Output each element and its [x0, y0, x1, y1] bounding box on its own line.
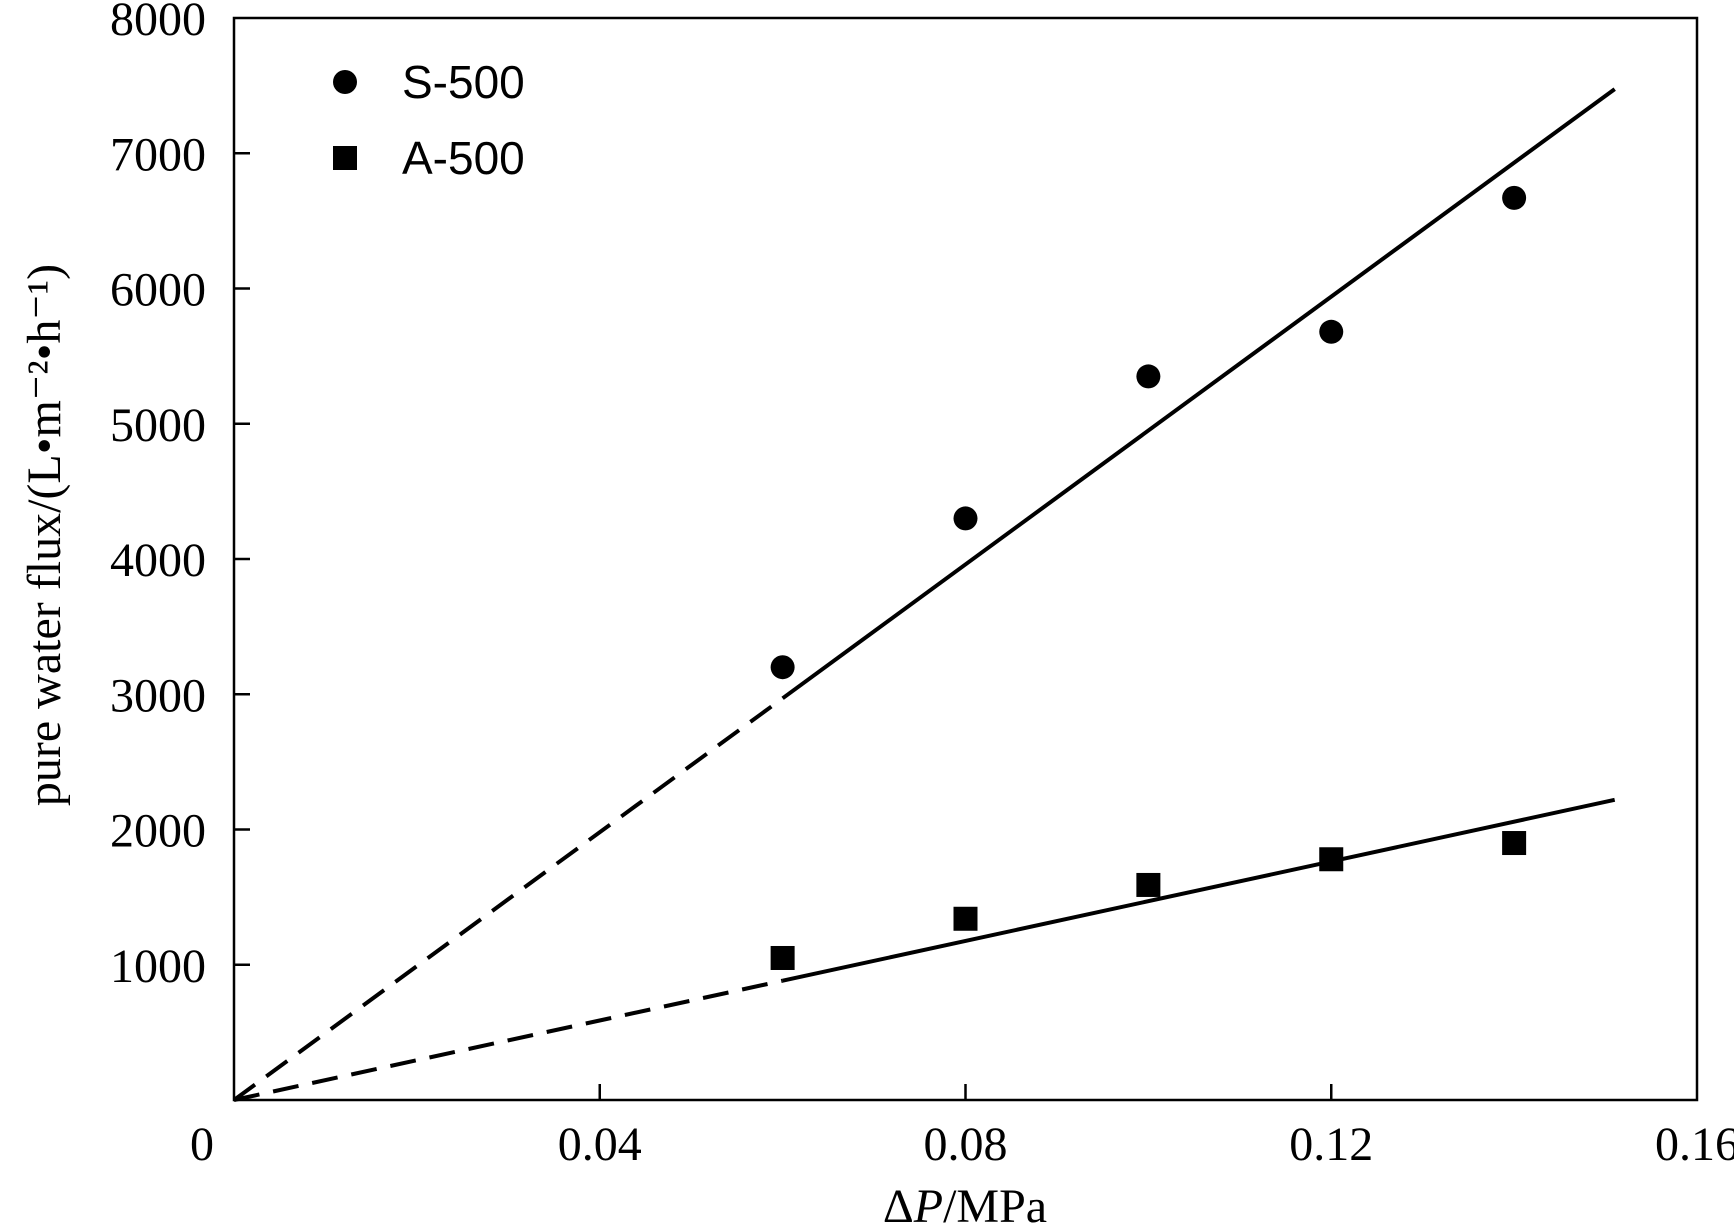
- y-tick-label: 7000: [110, 128, 206, 181]
- x-tick-label: 0: [190, 1118, 214, 1171]
- x-axis-title-delta: Δ: [883, 1180, 914, 1229]
- y-tick-label: 4000: [110, 534, 206, 587]
- fit-lines: [232, 87, 1616, 1102]
- x-axis-title-unit: /MPa: [943, 1180, 1047, 1229]
- data-point-square: [953, 906, 978, 931]
- data-point-circle: [953, 506, 978, 531]
- data-point-square: [1319, 847, 1344, 872]
- data-point-square: [1136, 872, 1161, 897]
- data-point-circle: [1319, 319, 1344, 344]
- x-axis-ticks: 0 0.04 0.08 0.12 0.16: [190, 1084, 1734, 1171]
- x-tick-label: 0.04: [558, 1118, 642, 1171]
- legend-marker-square: [333, 146, 357, 170]
- y-tick-label: 5000: [110, 399, 206, 452]
- data-point-circle: [770, 655, 795, 680]
- y-tick-label: 6000: [110, 264, 206, 317]
- fit-line-dashed: [232, 696, 784, 1102]
- fit-line-solid: [782, 797, 1616, 983]
- y-tick-label: 1000: [110, 940, 206, 993]
- x-tick-label: 0.08: [924, 1118, 1008, 1171]
- legend-marker-circle: [333, 70, 357, 94]
- fit-line-solid: [781, 87, 1616, 700]
- y-tick-label: 3000: [110, 669, 206, 722]
- fit-line-dashed: [233, 978, 784, 1102]
- data-point-circle: [1502, 185, 1527, 210]
- legend-label: S-500: [402, 56, 525, 108]
- data-points: [770, 185, 1527, 970]
- y-tick-label: 8000: [110, 0, 206, 46]
- legend: S-500 A-500: [333, 56, 525, 184]
- legend-label: A-500: [402, 132, 525, 184]
- data-point-circle: [1136, 364, 1161, 389]
- x-tick-label: 0.16: [1655, 1118, 1734, 1171]
- y-axis-ticks: 1000 2000 3000 4000 5000 6000 7000 8000: [110, 0, 250, 993]
- y-axis-title: pure water flux/(L•m⁻²•h⁻¹): [18, 264, 71, 806]
- x-tick-label: 0.12: [1289, 1118, 1373, 1171]
- x-axis-title: ΔP/MPa: [883, 1180, 1047, 1229]
- y-tick-label: 2000: [110, 805, 206, 858]
- data-point-square: [1502, 831, 1527, 856]
- x-axis-title-variable: P: [913, 1180, 943, 1229]
- data-point-square: [770, 945, 795, 970]
